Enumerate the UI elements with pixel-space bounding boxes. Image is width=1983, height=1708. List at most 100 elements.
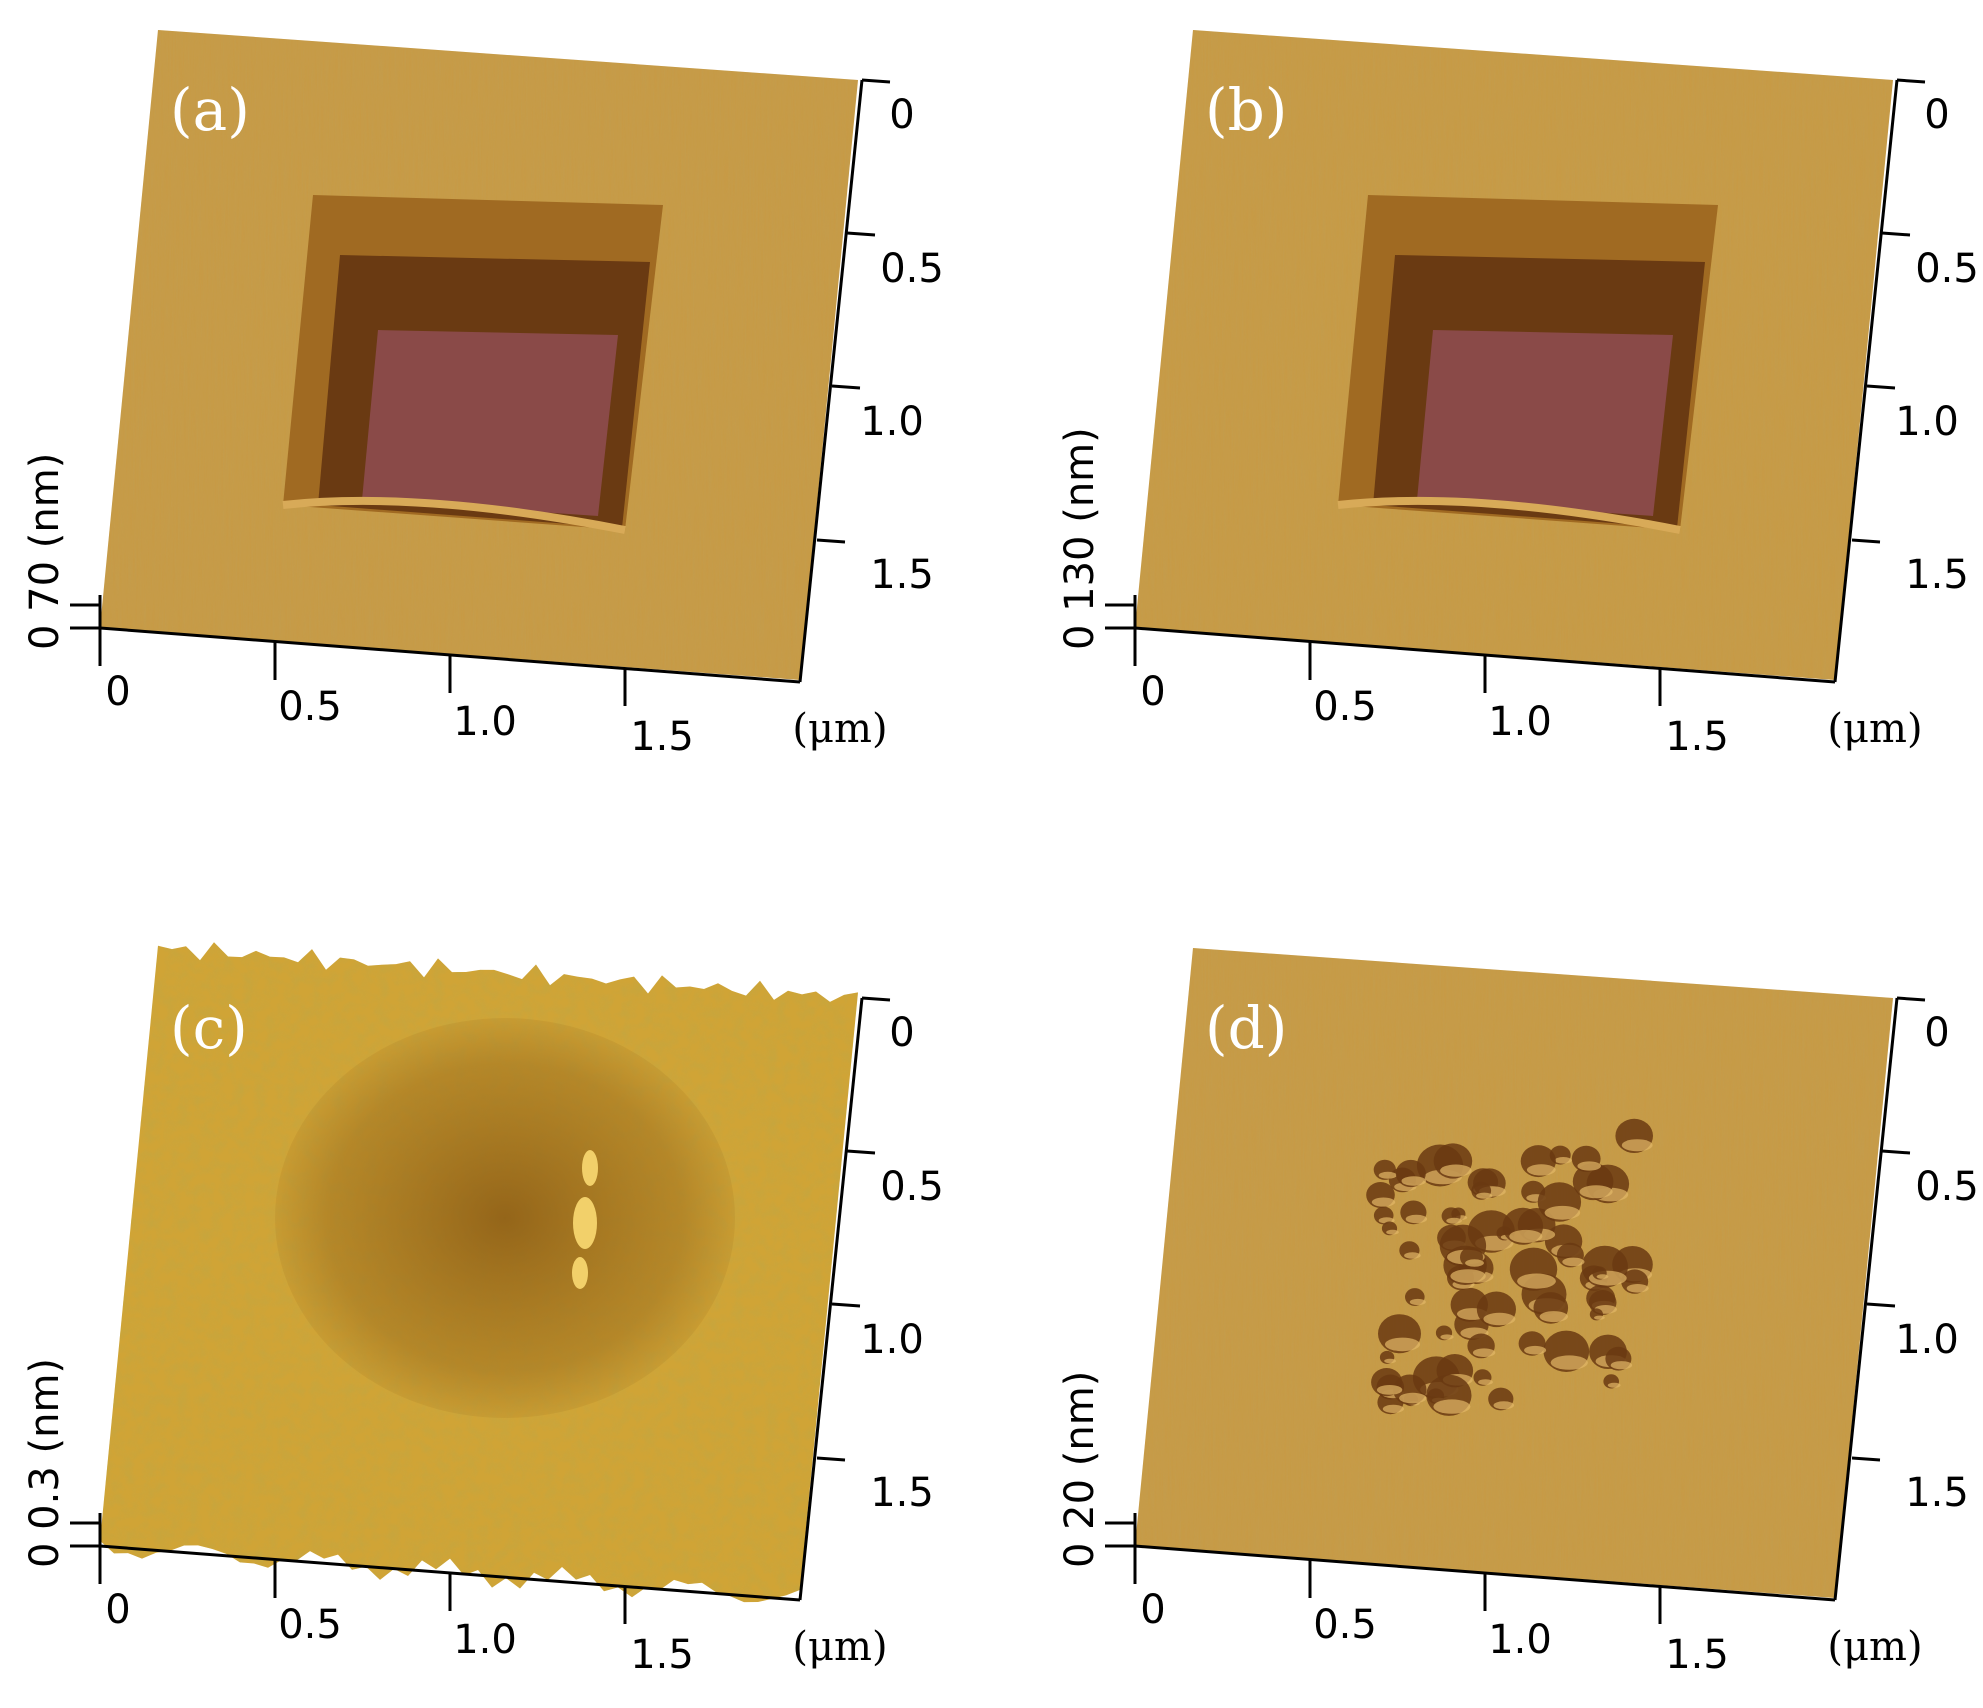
hole-rim: [1478, 1379, 1493, 1385]
hole-rim: [1509, 1229, 1543, 1243]
y-tick: [1881, 231, 1911, 237]
hole-rim: [1472, 1348, 1496, 1357]
y-tick-label: 1.5: [870, 552, 934, 598]
y-tick: [1896, 996, 1926, 1002]
panel-c: 0 0.5 1.0 1.5 (μm) 0 0.5 1.0 1.5 0 0.3 (nm) (c): [22, 942, 944, 1678]
y-tick-label: 1.0: [1895, 1317, 1959, 1363]
x-unit-label: (μm): [792, 706, 887, 752]
y-tick: [1896, 78, 1926, 84]
hole-rim: [1440, 1334, 1454, 1340]
panel-d: 0 0.5 1.0 1.5 (μm) 0 0.5 1.0 1.5 0 20 (nm) (d): [1057, 948, 1979, 1678]
x-tick-label: 0.5: [278, 1602, 342, 1648]
x-unit-label: (μm): [1827, 1624, 1922, 1670]
hole-rim: [1493, 1401, 1515, 1410]
peak: [573, 1197, 597, 1249]
peak: [582, 1150, 598, 1186]
z-axis-label: 0 130 (nm): [1057, 427, 1103, 650]
peak: [572, 1257, 588, 1289]
y-tick: [831, 1302, 861, 1308]
x-tick-label: 1.5: [630, 1632, 694, 1678]
x-tick-label: 0: [1140, 669, 1165, 715]
y-tick-label: 0: [1924, 1010, 1949, 1056]
x-tick-label: 0: [105, 1587, 130, 1633]
hole-rim: [1550, 1355, 1588, 1370]
y-tick: [831, 384, 861, 390]
panel-a: 0 0.5 1.0 1.5 (μm) 0 0.5 1.0 1.5 0 70 (nm) (a): [22, 30, 944, 760]
y-tick: [861, 78, 891, 84]
y-tick: [816, 1456, 846, 1462]
y-tick-label: 0.5: [880, 1164, 944, 1210]
hole-rim: [1577, 1161, 1601, 1171]
hole-rim: [1440, 1164, 1472, 1177]
y-tick: [1866, 384, 1896, 390]
hole-rim: [1544, 1205, 1581, 1220]
y-tick-label: 0.5: [1915, 1164, 1979, 1210]
hole-rim: [1524, 1345, 1547, 1355]
panel-label: (d): [1205, 994, 1287, 1062]
panel-label: (c): [170, 994, 248, 1062]
hole-rim: [1399, 1392, 1427, 1404]
hole-rim: [1539, 1311, 1568, 1323]
hole-rim: [1433, 1399, 1471, 1414]
y-tick: [1866, 1302, 1896, 1308]
y-tick: [846, 231, 876, 237]
y-tick: [1851, 1456, 1881, 1462]
depressed-region: [275, 1018, 735, 1418]
x-tick-label: 0.5: [278, 684, 342, 730]
pit-floor: [362, 330, 618, 516]
hole-rim: [1517, 1273, 1556, 1289]
y-axis-line: [798, 997, 864, 1601]
hole-rim: [1465, 1259, 1484, 1267]
y-tick-label: 1.0: [1895, 399, 1959, 445]
hole-rim: [1386, 1229, 1399, 1235]
hole-rim: [1562, 1257, 1585, 1267]
x-tick-label: 1.5: [1665, 1632, 1729, 1678]
y-tick-label: 1.5: [1905, 552, 1969, 598]
y-tick-label: 1.5: [1905, 1470, 1969, 1516]
x-tick-label: 1.0: [453, 1617, 517, 1663]
hole-rim: [1446, 1217, 1462, 1224]
hole-rim: [1405, 1214, 1428, 1224]
pit-lip: [1337, 496, 1681, 534]
hole-rim: [1371, 1197, 1396, 1207]
x-tick-label: 1.0: [1488, 1617, 1552, 1663]
hole-rim: [1621, 1139, 1653, 1152]
y-tick-label: 0.5: [1915, 246, 1979, 292]
hole-rim: [1376, 1385, 1403, 1395]
hole-rim: [1594, 1315, 1605, 1320]
y-tick-label: 1.0: [860, 1317, 924, 1363]
hole-rim: [1483, 1312, 1516, 1326]
y-tick: [846, 1149, 876, 1155]
hole-rim: [1579, 1185, 1613, 1199]
hole-rim: [1409, 1298, 1426, 1306]
x-tick-label: 1.0: [1488, 699, 1552, 745]
hole-rim: [1384, 1337, 1421, 1352]
z-axis-label: 0 70 (nm): [22, 453, 68, 650]
panel-b: 0 0.5 1.0 1.5 (μm) 0 0.5 1.0 1.5 0 130 (nm) (b): [1057, 30, 1979, 760]
z-axis-label: 0 0.3 (nm): [22, 1358, 68, 1568]
x-tick-label: 0: [105, 669, 130, 715]
hole-rim: [1526, 1164, 1556, 1176]
y-tick-label: 0: [889, 1010, 914, 1056]
y-tick: [861, 996, 891, 1002]
pit-floor: [1417, 330, 1673, 516]
x-tick-label: 0: [1140, 1587, 1165, 1633]
x-tick-label: 1.5: [1665, 714, 1729, 760]
y-axis-line: [798, 79, 864, 683]
y-tick: [1881, 1149, 1911, 1155]
hole-rim: [1476, 1192, 1493, 1199]
y-tick: [816, 538, 846, 544]
x-tick-label: 1.0: [453, 699, 517, 745]
y-axis-line: [1833, 79, 1899, 683]
y-tick-label: 1.5: [870, 1470, 934, 1516]
panel-label: (b): [1205, 76, 1287, 144]
x-tick-label: 1.5: [630, 714, 694, 760]
x-unit-label: (μm): [792, 1624, 887, 1670]
hole-rim: [1610, 1361, 1633, 1370]
y-tick-label: 0: [1924, 92, 1949, 138]
panel-label: (a): [170, 76, 250, 144]
y-tick-label: 0.5: [880, 246, 944, 292]
hole-rim: [1382, 1404, 1404, 1413]
y-axis-line: [1833, 997, 1899, 1601]
